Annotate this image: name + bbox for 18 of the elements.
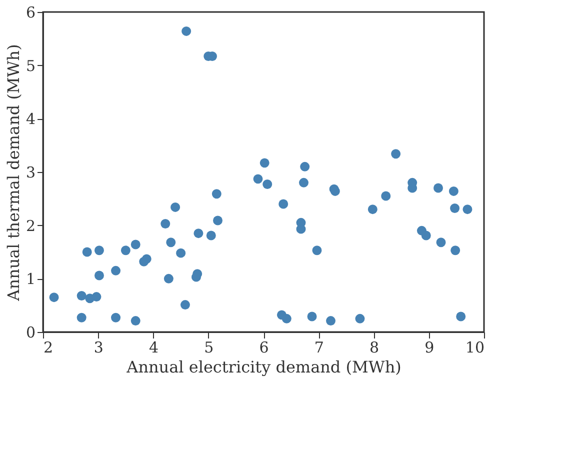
x-axis-title: Annual electricity demand (MWh) <box>126 358 402 376</box>
y-tick-label: 1 <box>26 270 36 288</box>
y-tick-label: 0 <box>26 324 36 342</box>
x-tick-label: 5 <box>204 338 214 356</box>
y-tick-label: 3 <box>26 164 36 182</box>
y-axis-title: Annual thermal demand (MWh) <box>4 44 23 302</box>
x-tick-label: 3 <box>94 338 104 356</box>
x-tick-label: 2 <box>44 338 54 356</box>
x-tick-label: 8 <box>369 338 380 356</box>
y-tick-label: 6 <box>26 4 36 22</box>
x-tick-label: 7 <box>314 338 324 356</box>
y-tick-label: 5 <box>26 56 36 75</box>
x-tick-label: 6 <box>259 338 269 356</box>
x-tick-label: 10 <box>465 338 484 356</box>
y-tick-label: 4 <box>26 110 36 128</box>
x-tick-label: 9 <box>424 338 434 356</box>
x-tick-label: 4 <box>148 338 159 356</box>
y-tick-label: 2 <box>26 216 36 235</box>
